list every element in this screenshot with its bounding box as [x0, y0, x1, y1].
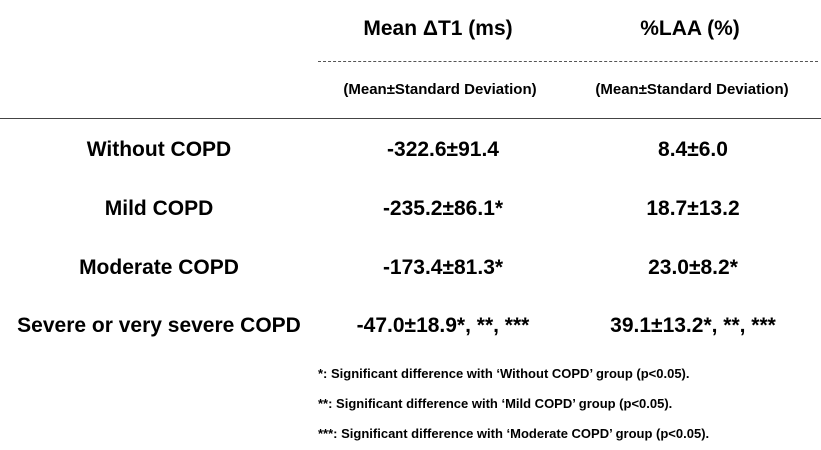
column-subheader-laa: (Mean±Standard Deviation) — [595, 81, 789, 98]
row-label-severe-copd: Severe or very severe COPD — [17, 314, 301, 337]
cell-laa-without-copd: 8.4±6.0 — [658, 138, 728, 161]
cell-laa-moderate-copd: 23.0±8.2* — [648, 256, 738, 279]
footnote-1: *: Significant difference with ‘Without … — [318, 366, 690, 381]
cell-laa-mild-copd: 18.7±13.2 — [646, 197, 740, 220]
cell-mean-dt1-moderate-copd: -173.4±81.3* — [382, 256, 504, 279]
column-subheader-mean-dt1: (Mean±Standard Deviation) — [343, 81, 537, 98]
cell-laa-severe-copd: 39.1±13.2*, **, *** — [610, 314, 776, 337]
footnote-2: **: Significant difference with ‘Mild CO… — [318, 396, 673, 411]
cell-mean-dt1-without-copd: -322.6±91.4 — [387, 138, 499, 161]
footnote-3: ***: Significant difference with ‘Modera… — [318, 426, 710, 441]
cell-mean-dt1-mild-copd: -235.2±86.1* — [382, 197, 504, 220]
column-header-mean-dt1: Mean ΔT1 (ms) — [363, 17, 513, 40]
row-label-moderate-copd: Moderate COPD — [79, 256, 239, 279]
column-header-laa: %LAA (%) — [640, 17, 740, 40]
row-label-without-copd: Without COPD — [86, 138, 232, 161]
row-label-mild-copd: Mild COPD — [104, 197, 214, 220]
header-divider-dashed — [318, 61, 818, 62]
header-divider-solid — [0, 118, 821, 119]
cell-mean-dt1-severe-copd: -47.0±18.9*, **, *** — [356, 314, 530, 337]
